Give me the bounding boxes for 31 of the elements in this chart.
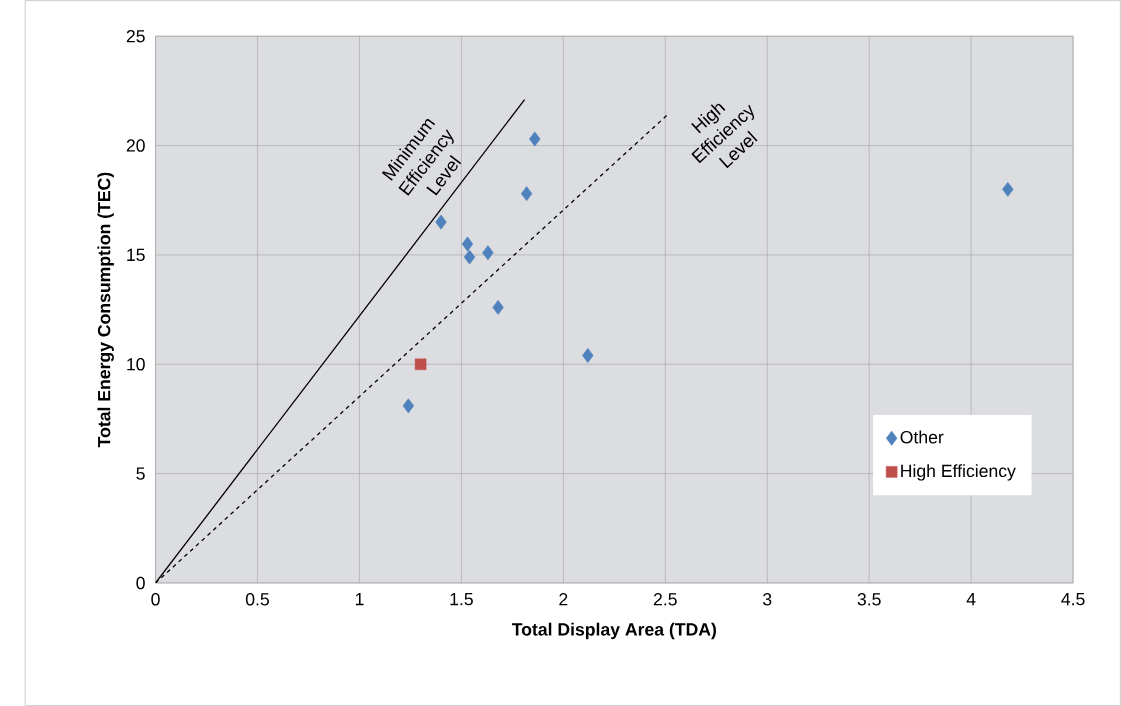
point: [463, 249, 476, 265]
x-tick-label: 1.5: [450, 592, 473, 606]
x-tick-label: 3: [763, 592, 772, 606]
point: [461, 236, 474, 252]
x-tick-label: 2.5: [653, 592, 677, 606]
point: [1002, 181, 1014, 197]
point: [492, 299, 504, 315]
point: [414, 358, 427, 370]
y-tick-label: 10: [127, 357, 145, 371]
point: [529, 131, 541, 147]
point: [435, 214, 447, 230]
y-tick-label: 0: [136, 576, 145, 590]
y-tick-label: 25: [126, 29, 145, 43]
x-tick-label: 2: [559, 592, 568, 606]
x-tick-label: 4.5: [1061, 592, 1085, 606]
legend-label: Other: [900, 430, 944, 444]
y-tick-label: 20: [126, 139, 145, 152]
x-tick-label: 0: [151, 592, 160, 606]
point: [582, 347, 594, 363]
x-tick-label: 1: [355, 592, 364, 606]
point: [402, 398, 415, 414]
x-tick-label: 0.5: [245, 592, 269, 606]
legend-label: High Efficiency: [901, 464, 1016, 481]
x-tick-label: 4: [966, 592, 976, 606]
y-axis-title: Total Energy Consumption (TEC): [97, 172, 114, 448]
x-tick-label: 3.5: [857, 592, 881, 606]
y-tick-label: 15: [127, 248, 145, 261]
point: [482, 245, 494, 261]
x-axis-title: Total Display Area (TDA): [511, 622, 716, 640]
y-tick-label: 5: [136, 467, 145, 480]
point: [520, 186, 533, 201]
